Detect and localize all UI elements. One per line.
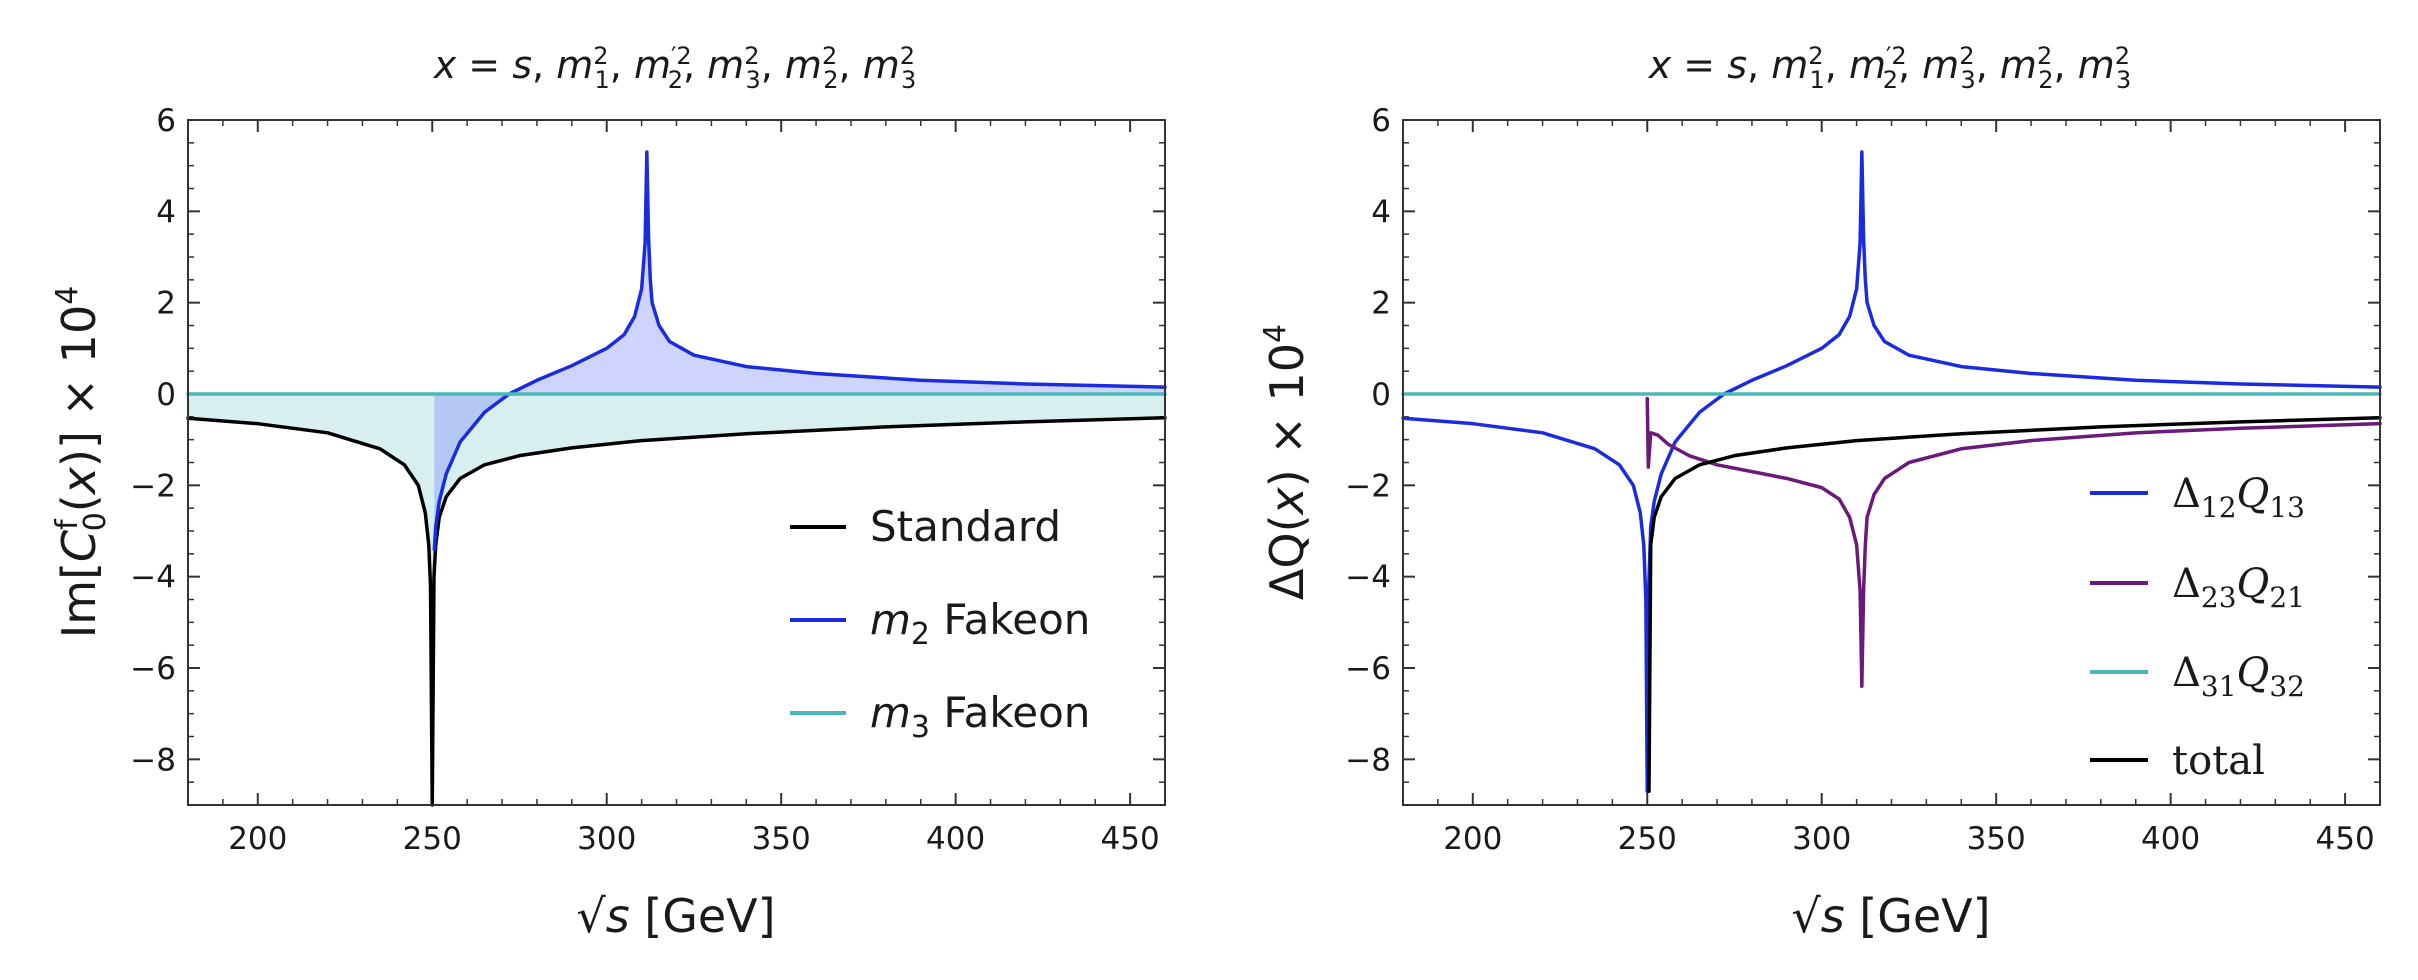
x-tick-label: 400 — [926, 821, 985, 857]
y-tick-label: −6 — [1345, 651, 1391, 687]
x-tick-label: 400 — [2141, 821, 2200, 857]
right-y-label: ΔQ(x) × 104 — [1258, 324, 1314, 600]
right-legend: Δ12Q13 Δ23Q21 Δ31Q32 total — [2090, 471, 2305, 784]
y-tick-label: −8 — [1345, 742, 1391, 778]
x-tick-label: 350 — [752, 821, 811, 857]
right-ticks: 200 250 300 350 400 450 −8 −6 −4 −2 0 2 4 6 — [1345, 103, 2381, 857]
series-line-23q21 — [1645, 396, 2382, 689]
left-frame — [187, 119, 1166, 806]
right-frame — [1402, 119, 2381, 806]
fill-m2-fakeon — [434, 151, 1166, 550]
right-lines — [1401, 150, 2382, 794]
y-tick-label: −2 — [130, 468, 176, 504]
right-title: x = s, m2 1, m′2 2, m2 3, m2 2, m2 3 — [1648, 42, 2132, 94]
left-panel: x = s, m2 1, m′2 2, m2 3, m2 2, m2 3 200 250 30… — [50, 42, 1167, 943]
right-panel: x = s, m2 1, m′2 2, m2 3, m2 2, m2 3 200 250 30… — [1258, 42, 2382, 943]
x-tick-label: 200 — [228, 821, 287, 857]
series-line-total — [1647, 416, 2382, 794]
y-tick-label: 0 — [1371, 377, 1391, 413]
x-tick-label: 350 — [1967, 821, 2026, 857]
y-tick-label: −6 — [130, 651, 176, 687]
right-x-label: √s [GeV] — [1791, 889, 1990, 943]
left-legend: Standard m2 Fakeon m3 Fakeon — [790, 502, 1090, 745]
legend-label-d12q13: Δ12Q13 — [2172, 471, 2305, 524]
y-tick-label: 4 — [1371, 194, 1391, 230]
legend-label-m3-fakeon: m3 Fakeon — [870, 688, 1090, 745]
y-tick-label: 6 — [1371, 103, 1391, 139]
y-tick-label: −4 — [130, 560, 176, 596]
x-tick-label: 250 — [403, 821, 462, 857]
y-tick-label: −2 — [1345, 468, 1391, 504]
left-y-label: Im[Cf0(x)] × 104 — [50, 286, 113, 639]
legend-label-standard: Standard — [870, 502, 1061, 551]
x-tick-label: 300 — [577, 821, 636, 857]
legend-label-d23q21: Δ23Q21 — [2172, 561, 2305, 614]
series-line-m2-fakeon — [432, 150, 1167, 552]
left-lines — [186, 150, 1167, 807]
x-tick-label: 200 — [1443, 821, 1502, 857]
left-title: x = s, m2 1, m′2 2, m2 3, m2 2, m2 3 — [433, 42, 917, 94]
y-tick-label: 2 — [156, 286, 176, 322]
y-tick-label: 6 — [156, 103, 176, 139]
x-tick-label: 300 — [1792, 821, 1851, 857]
legend-label-m2-fakeon: m2 Fakeon — [870, 595, 1090, 652]
left-x-label: √s [GeV] — [576, 889, 775, 943]
y-tick-label: 0 — [156, 377, 176, 413]
legend-label-total: total — [2172, 738, 2265, 784]
x-tick-label: 450 — [2316, 821, 2375, 857]
x-tick-label: 450 — [1101, 821, 1160, 857]
y-tick-label: 4 — [156, 194, 176, 230]
y-tick-label: −8 — [130, 742, 176, 778]
y-tick-label: 2 — [1371, 286, 1391, 322]
legend-label-d31q32: Δ31Q32 — [2172, 650, 2305, 703]
x-tick-label: 250 — [1618, 821, 1677, 857]
y-tick-label: −4 — [1345, 560, 1391, 596]
series-line-12q13 — [1401, 150, 2382, 794]
